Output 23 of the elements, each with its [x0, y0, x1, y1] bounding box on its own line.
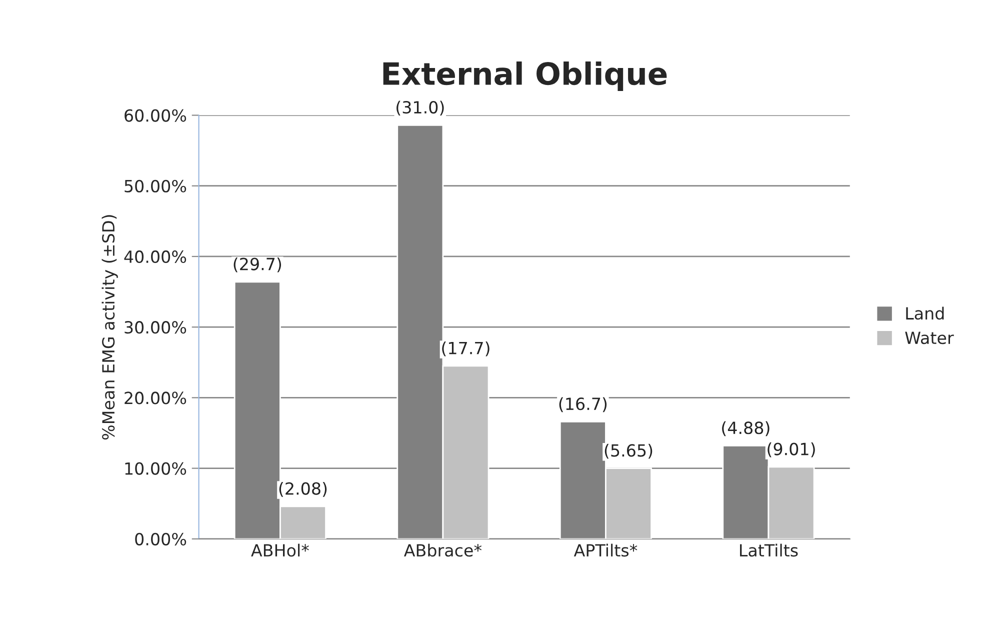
legend-label: Land — [906, 306, 944, 320]
y-tick-label: 0.00% — [135, 532, 186, 546]
y-tick-label: 50.00% — [124, 180, 186, 192]
x-tick-label: APTilts* — [574, 544, 638, 557]
chart-title: External Oblique — [383, 61, 667, 92]
x-tick-label: ABHol* — [251, 544, 309, 557]
legend-label: Water — [905, 332, 954, 344]
annotation: (31.0) — [396, 100, 444, 116]
y-tick-label: 30.00% — [124, 321, 186, 334]
x-tick-label: ABbrace* — [404, 544, 482, 557]
y-tick-label: 10.00% — [125, 462, 186, 475]
annotation: (9.01) — [768, 442, 815, 458]
y-tick-label: 60.00% — [124, 109, 186, 122]
annotation: (17.7) — [442, 341, 490, 356]
y-axis-title: %Mean EMG activity (±SD) — [102, 215, 118, 440]
annotation: (16.7) — [559, 397, 607, 412]
annotation: (29.7) — [234, 257, 282, 272]
annotation: (2.08) — [279, 482, 327, 497]
y-tick-label: 40.00% — [124, 250, 186, 264]
annotation: (4.88) — [722, 421, 770, 436]
x-tick-label: LatTilts — [740, 544, 798, 557]
y-tick-label: 20.00% — [124, 392, 186, 404]
annotation: (5.65) — [604, 444, 652, 459]
